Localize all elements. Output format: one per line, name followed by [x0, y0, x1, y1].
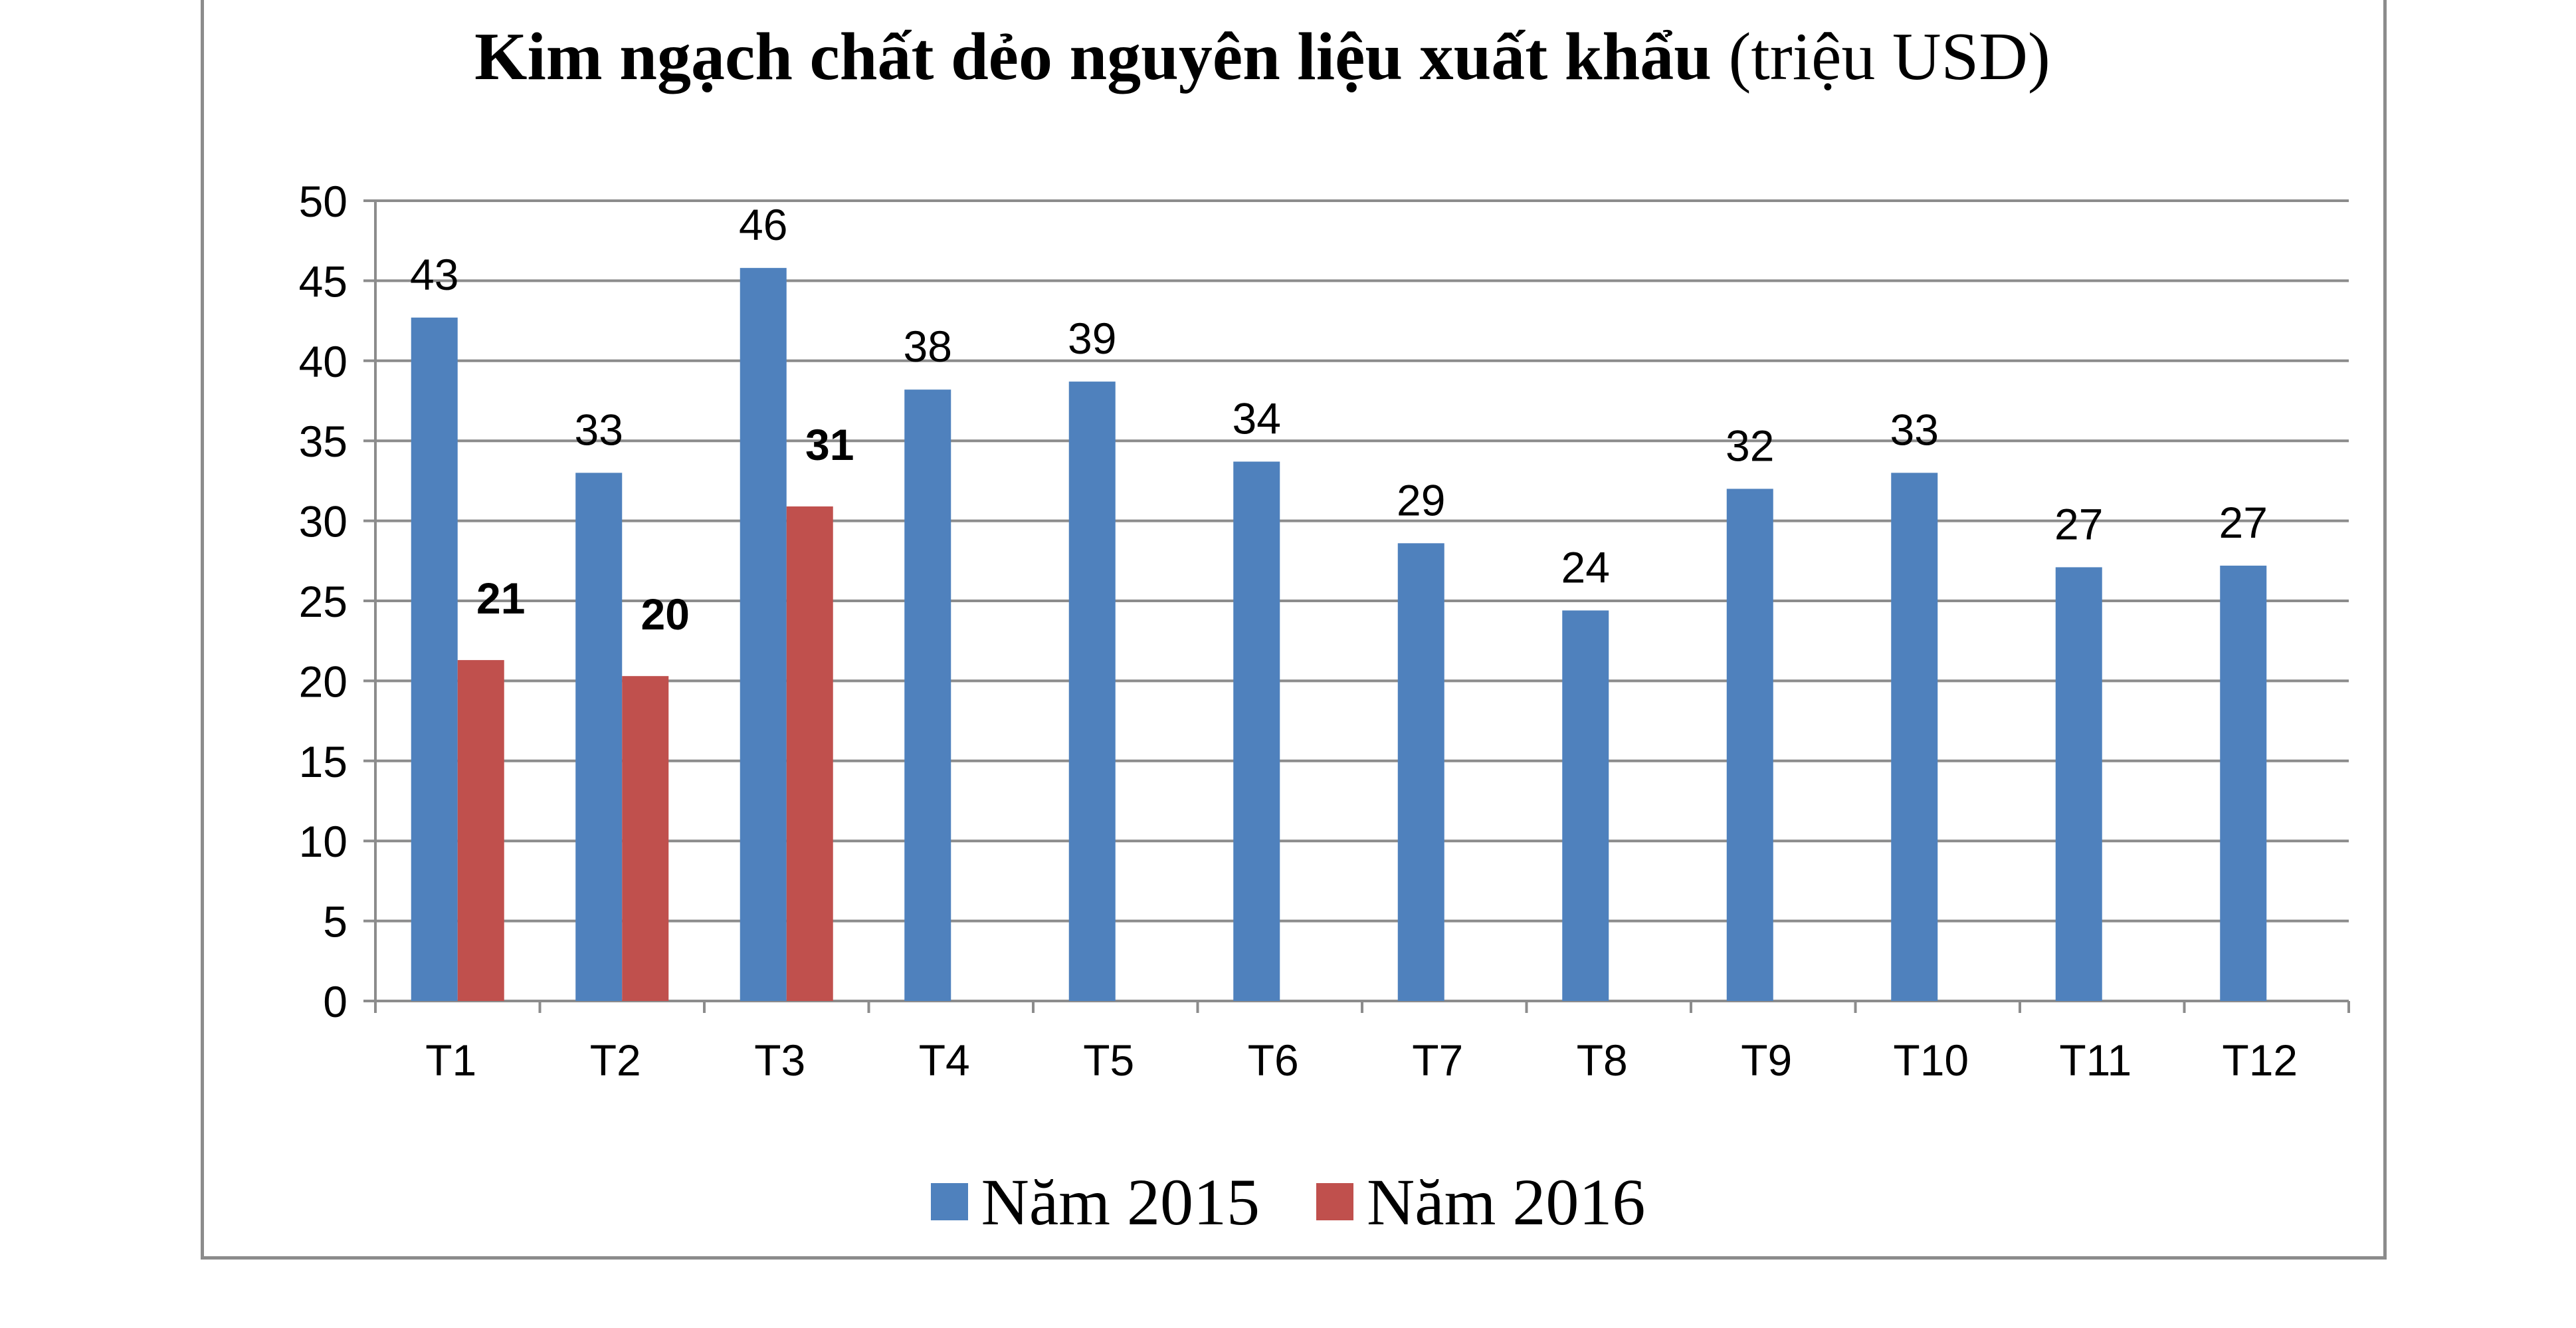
bar-t7-series-1 [1397, 543, 1444, 1001]
x-tick-label: T3 [754, 1036, 805, 1085]
bar-t11-series-1 [2055, 567, 2102, 1001]
chart-title-main: Kim ngạch chất dẻo nguyên liệu xuất khẩu [474, 19, 1712, 94]
bar-t1-series-2 [457, 660, 504, 1001]
data-label: 27 [2054, 499, 2103, 548]
data-label: 43 [410, 250, 458, 299]
bar-t6-series-1 [1233, 461, 1280, 1001]
data-label: 46 [739, 200, 787, 249]
chart-title-unit: (triệu USD) [1711, 19, 2050, 94]
y-tick-label: 5 [323, 897, 347, 946]
y-tick-label: 45 [299, 257, 347, 306]
data-label: 24 [1561, 542, 1610, 592]
y-tick-label: 10 [299, 817, 347, 866]
x-tick-label: T5 [1083, 1036, 1134, 1085]
bar-t5-series-1 [1068, 382, 1116, 1001]
bar-t1-series-1 [411, 317, 458, 1002]
y-tick-label: 30 [299, 497, 347, 546]
y-tick-label: 20 [299, 657, 347, 706]
data-label: 39 [1068, 314, 1116, 363]
x-tick-label: T4 [919, 1036, 970, 1085]
legend-swatch-2015 [930, 1183, 968, 1220]
y-tick-label: 15 [299, 737, 347, 786]
legend-item-2016: Năm 2016 [1316, 1164, 1645, 1240]
chart-frame [201, 0, 2387, 1260]
data-label: 38 [904, 322, 952, 371]
y-tick-label: 0 [323, 977, 347, 1026]
y-tick-label: 25 [299, 577, 347, 626]
data-label: 31 [805, 420, 854, 469]
y-tick-label: 50 [299, 177, 347, 226]
data-label: 32 [1726, 421, 1774, 470]
legend: Năm 2015 Năm 2016 [0, 1160, 2576, 1240]
data-label: 33 [575, 405, 623, 454]
x-tick-label: T2 [590, 1036, 641, 1085]
y-tick-label: 35 [299, 417, 347, 466]
data-label: 34 [1233, 394, 1281, 443]
data-label: 21 [476, 574, 525, 623]
data-label: 29 [1397, 475, 1445, 524]
bar-t3-series-2 [786, 506, 833, 1001]
x-tick-label: T9 [1741, 1036, 1792, 1085]
x-tick-label: T6 [1248, 1036, 1299, 1085]
x-tick-label: T7 [1412, 1036, 1463, 1085]
x-tick-label: T12 [2222, 1036, 2298, 1085]
chart-title: Kim ngạch chất dẻo nguyên liệu xuất khẩu… [399, 13, 2126, 101]
bar-t3-series-1 [740, 268, 787, 1001]
data-label: 33 [1890, 405, 1939, 454]
legend-item-2015: Năm 2015 [930, 1164, 1260, 1240]
y-tick-label: 40 [299, 337, 347, 386]
bar-t9-series-1 [1726, 489, 1773, 1001]
x-tick-label: T10 [1893, 1036, 1969, 1085]
bar-t10-series-1 [1891, 473, 1938, 1001]
bar-t8-series-1 [1562, 610, 1609, 1001]
bar-t2-series-1 [575, 473, 623, 1001]
legend-swatch-2016 [1316, 1183, 1353, 1220]
bar-t4-series-1 [904, 389, 951, 1001]
data-label: 20 [641, 590, 690, 639]
bar-t12-series-1 [2220, 566, 2267, 1001]
x-tick-label: T11 [2059, 1036, 2131, 1085]
bar-t2-series-2 [622, 676, 669, 1001]
x-tick-label: T1 [425, 1036, 476, 1085]
x-tick-label: T8 [1577, 1036, 1628, 1085]
legend-label-2015: Năm 2015 [981, 1164, 1260, 1239]
data-label: 27 [2219, 498, 2268, 547]
legend-label-2016: Năm 2016 [1367, 1164, 1646, 1239]
